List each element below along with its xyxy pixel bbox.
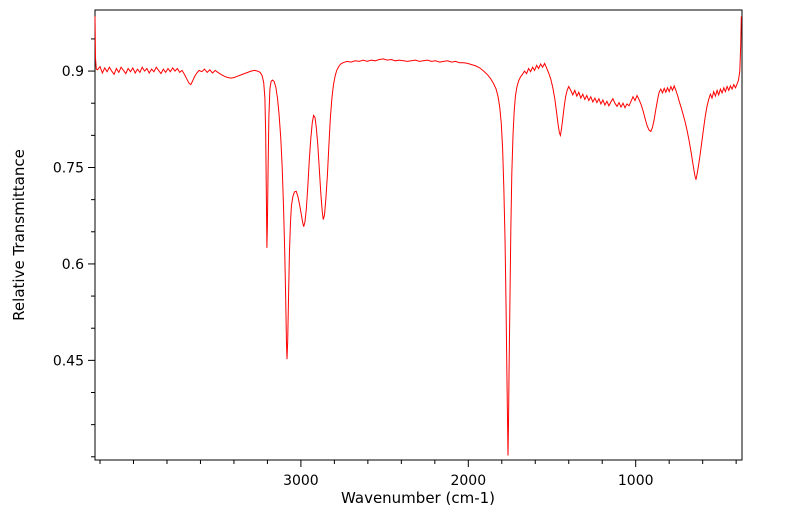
x-tick-label: 2000 — [450, 473, 486, 489]
x-tick-label: 1000 — [618, 473, 654, 489]
y-tick-label: 0.45 — [53, 353, 84, 369]
plot-border — [94, 9, 743, 461]
y-tick-label: 0.75 — [53, 161, 84, 177]
y-axis-label: Relative Transmittance — [10, 149, 28, 321]
axis-minor-ticks — [91, 38, 737, 464]
axis-tick-labels: 3000 2000 1000 0.45 0.6 0.75 0.9 — [53, 64, 654, 489]
axis-major-ticks — [88, 70, 637, 467]
y-tick-label: 0.6 — [62, 257, 84, 273]
y-tick-label: 0.9 — [62, 64, 84, 80]
spectrum-line — [94, 16, 742, 456]
x-tick-label: 3000 — [283, 473, 319, 489]
x-axis-label: Wavenumber (cm-1) — [341, 489, 495, 507]
